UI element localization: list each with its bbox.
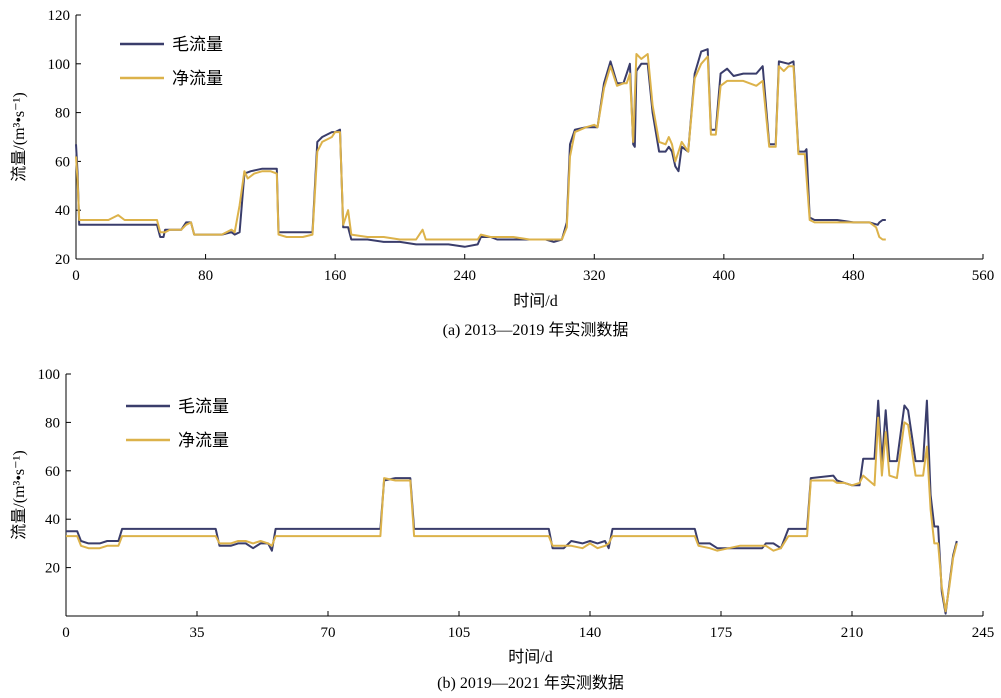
y-axis-label: 流量/(m³•s⁻¹) (10, 450, 28, 539)
x-tick-label: 0 (72, 268, 80, 284)
chart-a: 20 40 60 80 100 120 0 80 160 240 320 400 480 560 时间/d 流… (10, 8, 994, 339)
y-tick-label: 40 (45, 512, 60, 528)
series-line-net (66, 416, 958, 613)
y-tick-label: 80 (45, 415, 60, 431)
x-axis-label: 时间/d (513, 292, 557, 310)
y-tick-label: 120 (48, 8, 71, 24)
chart-caption: (b) 2019—2021 年实测数据 (437, 674, 624, 692)
legend-label-net: 净流量 (178, 431, 229, 451)
x-tick-label: 400 (713, 268, 736, 284)
series-line-gross (66, 399, 958, 615)
x-tick-label: 320 (583, 268, 606, 284)
x-tick-label: 240 (453, 268, 476, 284)
y-axis-label: 流量/(m³•s⁻¹) (10, 92, 28, 181)
y-tick-label: 100 (38, 367, 61, 383)
x-tick-label: 210 (841, 625, 864, 641)
x-tick-label: 245 (972, 625, 995, 641)
chart-b: 20 40 60 80 100 0 35 70 105 140 175 210 245 时间/d 流量/(m… (10, 367, 994, 692)
y-tick-label: 40 (55, 203, 70, 219)
series-line-net (75, 53, 886, 241)
legend-label-gross: 毛流量 (172, 35, 223, 55)
y-tick-label: 20 (55, 252, 70, 268)
x-axis-label: 时间/d (508, 648, 552, 666)
legend-label-net: 净流量 (172, 69, 223, 89)
x-tick-label: 80 (198, 268, 213, 284)
x-tick-label: 175 (710, 625, 733, 641)
y-tick-label: 60 (45, 464, 60, 480)
y-tick-label: 100 (48, 57, 71, 73)
x-tick-label: 70 (321, 625, 336, 641)
x-tick-label: 160 (324, 268, 347, 284)
y-tick-label: 20 (45, 561, 60, 577)
legend-label-gross: 毛流量 (178, 397, 229, 417)
x-tick-label: 0 (62, 625, 70, 641)
x-tick-label: 560 (972, 268, 995, 284)
x-tick-label: 480 (842, 268, 865, 284)
x-tick-label: 140 (579, 625, 602, 641)
y-tick-label: 60 (55, 154, 70, 170)
x-tick-label: 35 (190, 625, 205, 641)
chart-caption: (a) 2013—2019 年实测数据 (443, 321, 629, 339)
y-tick-label: 80 (55, 106, 70, 122)
x-tick-label: 105 (448, 625, 471, 641)
